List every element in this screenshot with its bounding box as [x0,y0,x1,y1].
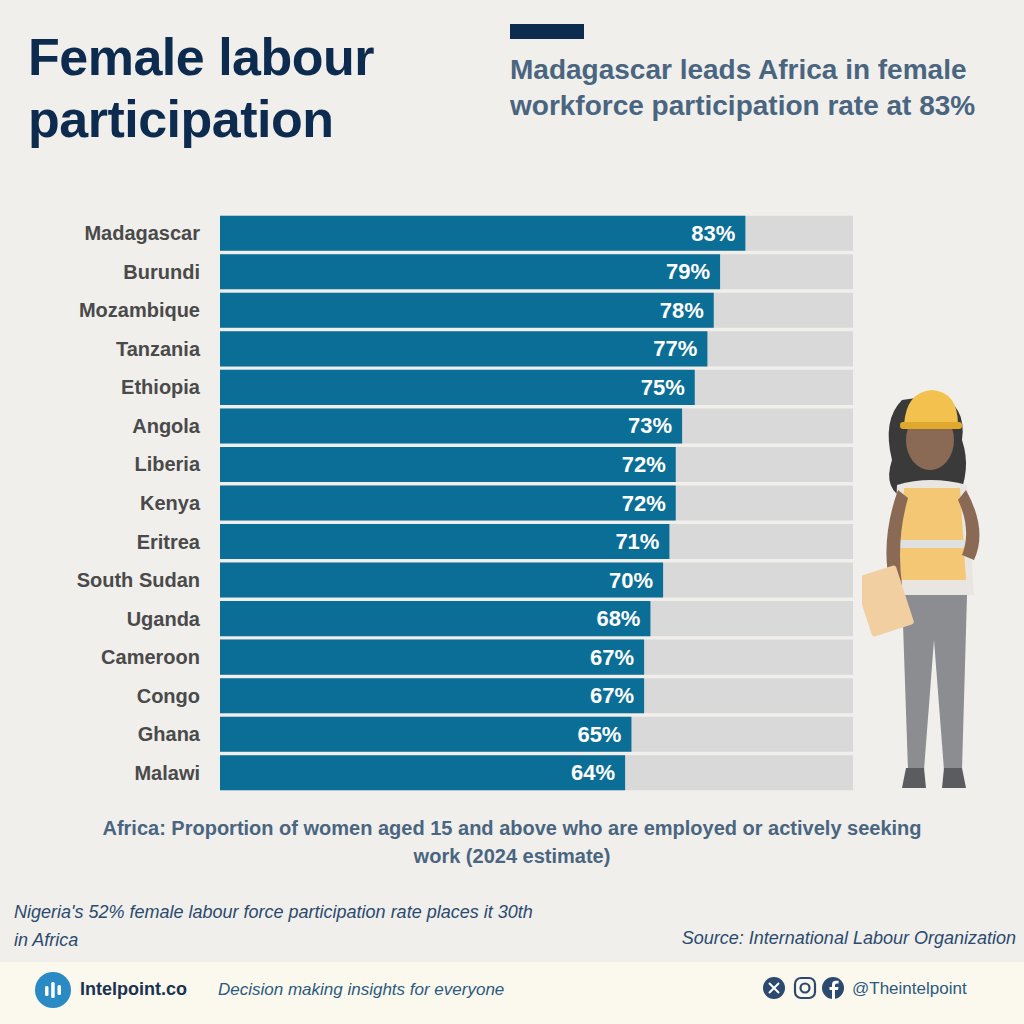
html-text:Female labour participation: Female labour participation [28,28,375,148]
html-text:Madagascar leads Africa in fem: Madagascar leads Africa in female workfo… [510,54,976,121]
svg-text:Tanzania: Tanzania [116,338,201,360]
html-text:Intelpoint.co: Intelpoint.co [80,979,187,999]
html-text:@Theintelpoint: @Theintelpoint [852,979,967,998]
svg-text:Madagascar: Madagascar [84,222,200,244]
html-text:Source: International Labour O: Source: International Labour Organizatio… [681,928,1016,948]
svg-text:Kenya: Kenya [140,492,201,514]
svg-text:Uganda: Uganda [127,608,201,630]
svg-text:Burundi: Burundi [123,261,200,283]
svg-text:73%: 73% [628,413,672,438]
svg-text:Eritrea: Eritrea [137,531,201,553]
svg-text:67%: 67% [590,645,634,670]
svg-text:Angola: Angola [132,415,201,437]
svg-text:Mozambique: Mozambique [79,299,200,321]
svg-text:Congo: Congo [137,685,200,707]
svg-text:Cameroon: Cameroon [101,646,200,668]
svg-text:75%: 75% [641,375,685,400]
svg-text:78%: 78% [660,298,704,323]
svg-text:Liberia: Liberia [134,453,200,475]
svg-text:Ghana: Ghana [138,723,201,745]
svg-text:Malawi: Malawi [134,762,200,784]
svg-text:South Sudan: South Sudan [77,569,200,591]
svg-text:71%: 71% [615,529,659,554]
svg-text:68%: 68% [596,606,640,631]
svg-text:64%: 64% [571,760,615,785]
svg-text:72%: 72% [622,491,666,516]
svg-text:72%: 72% [622,452,666,477]
svg-text:77%: 77% [653,336,697,361]
svg-text:65%: 65% [577,722,621,747]
html-text:Nigeria's 52% female labour fo: Nigeria's 52% female labour force partic… [14,902,533,950]
svg-text:70%: 70% [609,568,653,593]
svg-text:79%: 79% [666,259,710,284]
svg-text:Ethiopia: Ethiopia [121,376,201,398]
svg-text:83%: 83% [691,221,735,246]
html-text:Decision making insights for e: Decision making insights for everyone [218,980,505,999]
html-text:Africa: Proportion of women ag: Africa: Proportion of women aged 15 and … [102,817,922,867]
svg-text:67%: 67% [590,683,634,708]
